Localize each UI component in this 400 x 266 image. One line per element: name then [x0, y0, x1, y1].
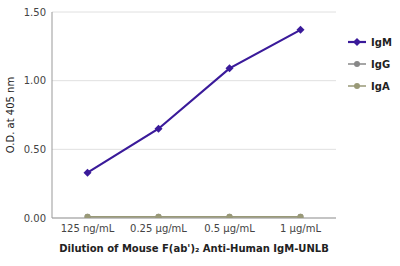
- data-point: [297, 26, 305, 34]
- chart-container: 0.00 0.50 1.00 1.50 125 ng/mL 0.25 μg/mL 0.5 μ…: [0, 0, 400, 266]
- chart: 0.00 0.50 1.00 1.50 125 ng/mL 0.25 μg/mL 0.5 μ…: [0, 0, 400, 266]
- series-line: [88, 216, 301, 218]
- data-point: [227, 214, 233, 218]
- y-axis-label: O.D. at 405 nm: [5, 77, 16, 153]
- x-tick-label: 0.5 μg/mL: [204, 223, 255, 234]
- y-tick-label: 1.00: [24, 75, 46, 86]
- data-point: [156, 214, 162, 218]
- data-point: [226, 64, 234, 72]
- data-point: [298, 214, 304, 218]
- grid-line: [52, 12, 336, 13]
- x-axis-label: Dilution of Mouse F(ab')₂ Anti-Human IgM…: [59, 243, 329, 254]
- data-point: [227, 214, 233, 218]
- series-line: [88, 30, 301, 173]
- plot-area: [84, 26, 305, 218]
- y-axis: [52, 12, 53, 218]
- x-tick-label: 1 μg/mL: [280, 223, 321, 234]
- data-point: [84, 169, 92, 177]
- grid-line: [52, 218, 336, 219]
- legend-marker: [353, 38, 361, 46]
- data-point: [85, 214, 91, 218]
- grid-line: [52, 149, 336, 150]
- series-line: [88, 216, 301, 218]
- legend-label: IgA: [371, 81, 390, 92]
- y-tick-label: 1.50: [24, 7, 46, 18]
- data-point: [155, 125, 163, 133]
- legend-label: IgG: [371, 59, 390, 70]
- data-point: [298, 214, 304, 218]
- x-tick-label: 0.25 μg/mL: [130, 223, 187, 234]
- y-tick-label: 0.50: [24, 144, 46, 155]
- x-axis: [52, 218, 336, 219]
- grid-line: [52, 80, 336, 81]
- data-point: [85, 214, 91, 218]
- legend-marker: [354, 83, 360, 89]
- legend-marker: [354, 61, 360, 67]
- data-point: [156, 214, 162, 218]
- legend-label: IgM: [371, 37, 392, 48]
- x-tick-label: 125 ng/mL: [61, 223, 115, 234]
- y-tick-label: 0.00: [24, 213, 46, 224]
